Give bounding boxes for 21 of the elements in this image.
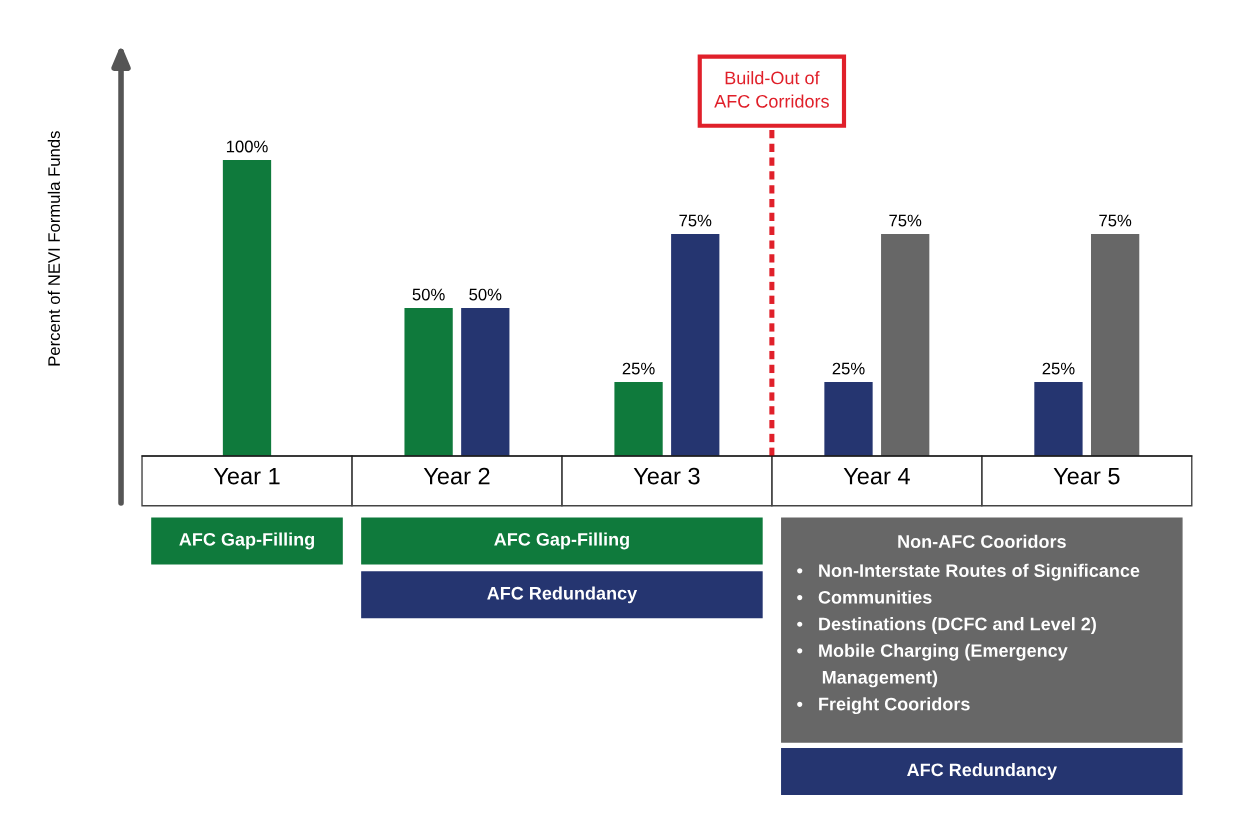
x-tick-label: Year 2: [423, 467, 490, 485]
text: AFC Redundancy: [487, 586, 638, 604]
y-axis-title: Percent of NEVI Formula Funds: [47, 131, 60, 366]
data-label: 75%: [889, 214, 922, 227]
x-tick-label: Year 1: [213, 467, 280, 485]
text: Non-AFC Cooridors • Non-Interstate Routes of Significance • Communities • Destinations (DCFC and Level 2) • Mobile Charging (Emergency Management) • Freight Cooridors: [797, 534, 1140, 715]
data-label: 25%: [1042, 362, 1075, 375]
data-label: 100%: [226, 140, 268, 153]
x-tick-label: Year 4: [843, 467, 910, 485]
x-tick-label: Year 3: [633, 467, 700, 485]
text: AFC Gap-Filling: [179, 532, 314, 550]
text: AFC Redundancy: [907, 762, 1057, 780]
data-label: 75%: [1099, 214, 1132, 227]
data-label: 25%: [832, 362, 865, 375]
data-label: 50%: [412, 288, 445, 301]
data-label: 50%: [469, 288, 502, 301]
text: AFC Gap-Filling: [494, 532, 629, 550]
x-tick-label: Year 5: [1053, 467, 1120, 485]
data-label: 75%: [679, 214, 712, 227]
text: Build-Out of AFC Corridors: [714, 71, 829, 108]
data-label: 25%: [622, 362, 655, 375]
